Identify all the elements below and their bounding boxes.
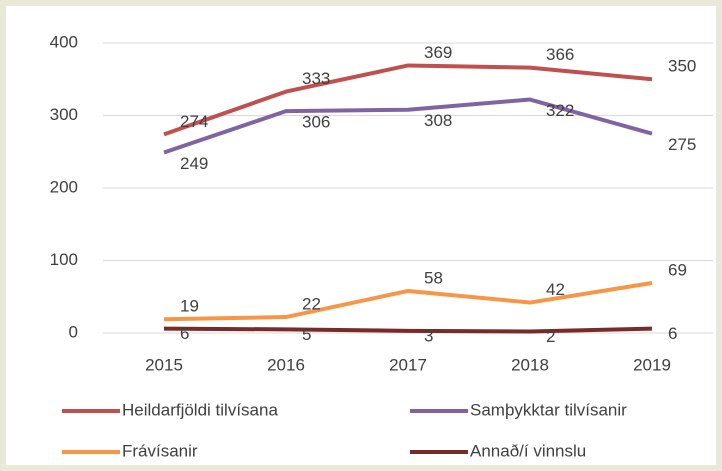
y-tick-label: 0 xyxy=(69,322,78,341)
x-tick-label: 2019 xyxy=(633,355,671,374)
y-tick-label: 400 xyxy=(50,32,78,51)
y-tick-label: 100 xyxy=(50,250,78,269)
data-label: 58 xyxy=(424,268,443,287)
data-label: 366 xyxy=(546,45,574,64)
data-label: 6 xyxy=(180,324,189,343)
x-tick-label: 2016 xyxy=(267,355,305,374)
data-label: 306 xyxy=(302,113,330,132)
data-label: 322 xyxy=(546,101,574,120)
x-tick-label: 2015 xyxy=(145,355,183,374)
legend-label: Annað/í vinnslu xyxy=(470,441,586,460)
data-label: 69 xyxy=(668,260,687,279)
x-tick-label: 2017 xyxy=(389,355,427,374)
series-line xyxy=(163,281,653,322)
y-tick-label: 300 xyxy=(50,105,78,124)
data-label: 275 xyxy=(668,135,696,154)
series-line xyxy=(163,97,653,155)
y-tick-label: 200 xyxy=(50,177,78,196)
legend-label: Samþykktar tilvísanir xyxy=(470,400,627,419)
legend-label: Frávísanir xyxy=(122,441,198,460)
data-label: 5 xyxy=(302,325,311,344)
data-label: 42 xyxy=(546,280,565,299)
data-label: 333 xyxy=(302,69,330,88)
data-label: 19 xyxy=(180,297,199,316)
data-label: 22 xyxy=(302,295,321,314)
data-label: 369 xyxy=(424,43,452,62)
legend-label: Heildarfjöldi tilvísana xyxy=(122,400,278,419)
data-label: 6 xyxy=(668,324,677,343)
series-line xyxy=(163,63,653,137)
series-line xyxy=(163,326,653,334)
data-label: 274 xyxy=(180,112,208,131)
x-tick-label: 2018 xyxy=(511,355,549,374)
data-label: 308 xyxy=(424,111,452,130)
data-label: 3 xyxy=(424,326,433,345)
data-label: 350 xyxy=(668,57,696,76)
data-label: 249 xyxy=(180,154,208,173)
data-label: 2 xyxy=(546,327,555,346)
